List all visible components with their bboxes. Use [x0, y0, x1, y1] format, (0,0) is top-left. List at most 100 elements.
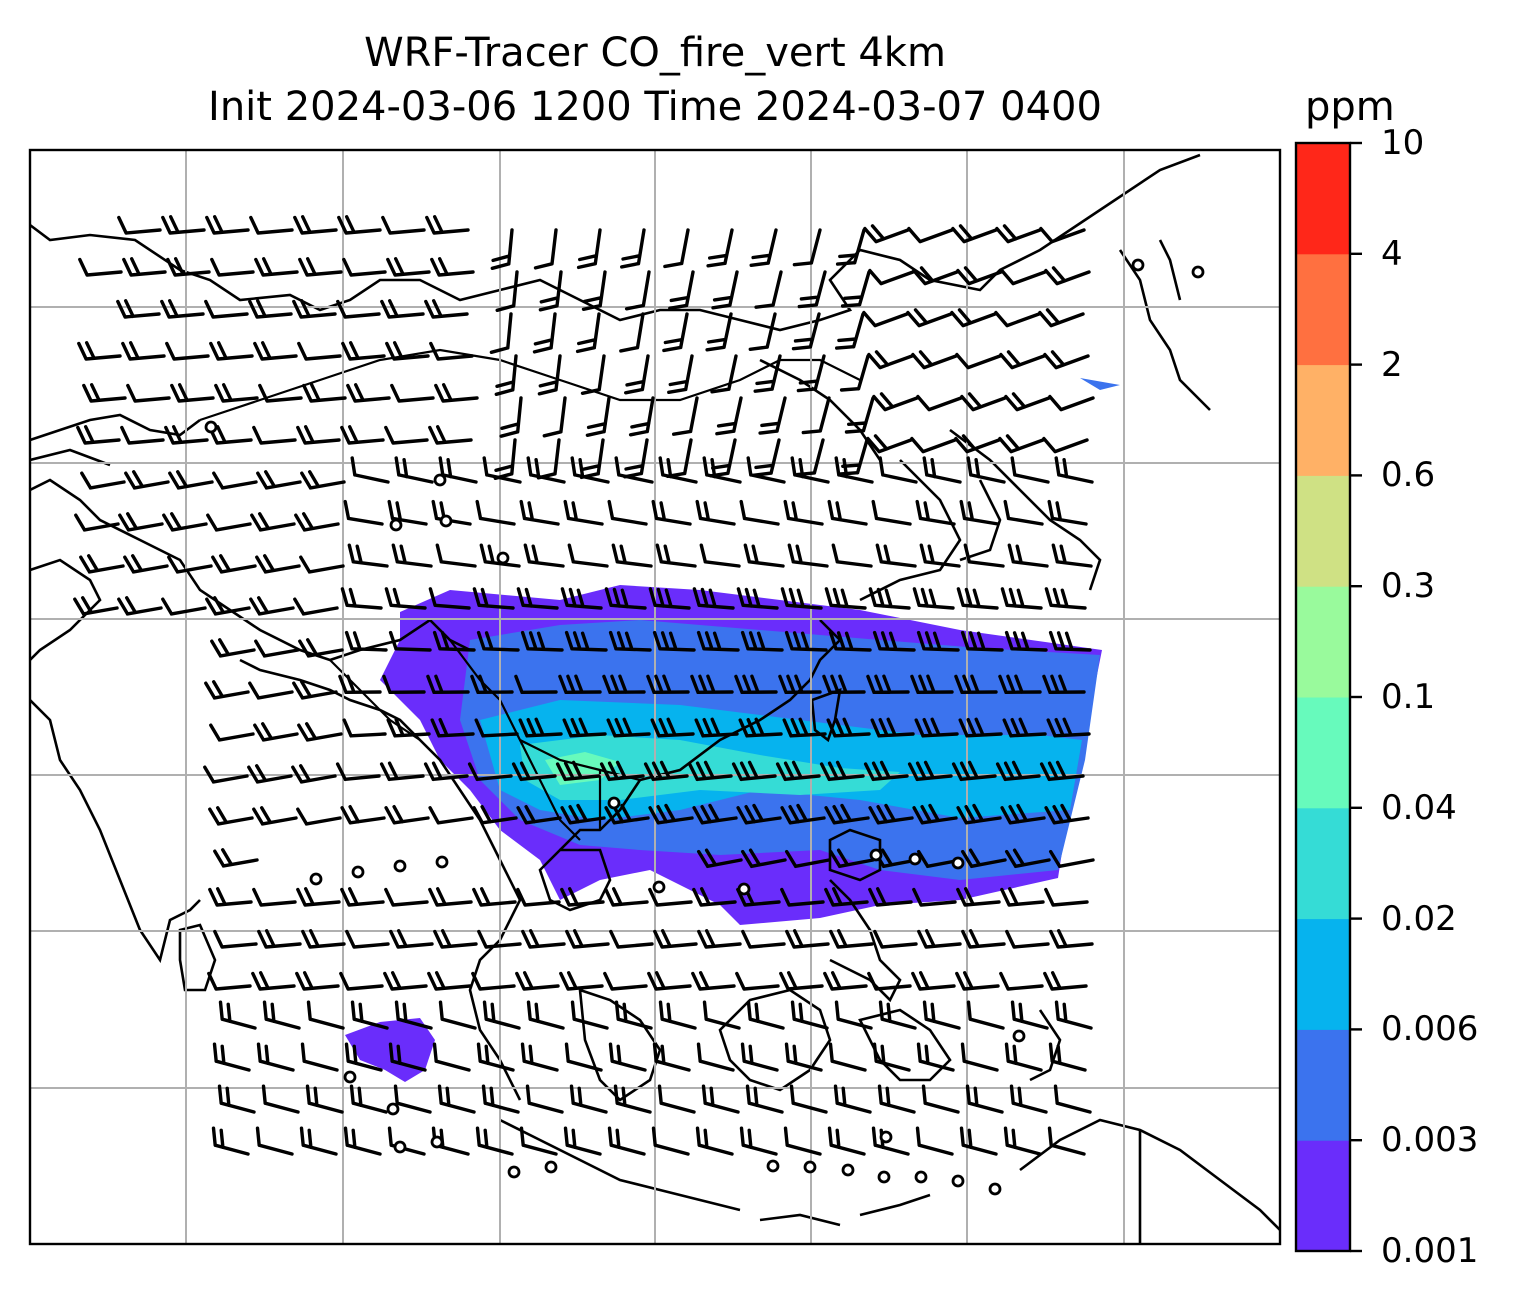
wind-barb-icon	[834, 1000, 873, 1030]
wind-barb-icon	[298, 638, 344, 658]
circle-icon	[803, 1160, 817, 1174]
wind-barb-icon	[335, 762, 381, 781]
wind-barb-icon	[1002, 717, 1047, 738]
wind-barb-icon	[873, 929, 918, 949]
wind-barb-icon	[790, 456, 830, 484]
wind-barb-icon	[218, 1000, 257, 1030]
wind-barb-icon	[607, 499, 648, 526]
wind-barb-icon	[696, 1042, 735, 1072]
wind-barb-icon	[907, 760, 953, 781]
wind-barb-icon	[1054, 456, 1094, 484]
wind-barb-icon	[390, 383, 435, 403]
wind-barb-icon	[248, 681, 294, 700]
wind-barb-icon	[796, 354, 826, 393]
wind-barb-icon	[252, 425, 297, 445]
wind-barb-icon	[516, 587, 559, 610]
wind-barb-icon	[558, 674, 602, 694]
wind-barb-icon	[833, 1084, 872, 1114]
wind-barb-icon	[394, 456, 434, 484]
circle-icon	[652, 880, 666, 894]
wind-barb-icon	[823, 971, 868, 991]
wind-barb-icon	[78, 257, 123, 277]
wind-barb-icon	[792, 228, 822, 267]
wind-barb-icon	[432, 630, 476, 652]
wind-barb-icon	[672, 396, 699, 436]
wind-barb-icon	[697, 848, 743, 868]
wind-barb-icon	[261, 1084, 300, 1114]
wind-barb-icon	[705, 312, 733, 352]
wind-barb-icon	[872, 630, 916, 652]
wind-barb-icon	[914, 717, 959, 738]
wind-barb-icon	[256, 1042, 295, 1072]
wind-barb-icon	[667, 354, 694, 394]
wind-barb-icon	[299, 555, 345, 574]
wind-barb-icon	[162, 512, 208, 532]
wind-barb-icon	[251, 971, 296, 991]
wind-barb-icon	[293, 597, 339, 616]
wind-barb-icon	[203, 765, 249, 784]
wind-barb-icon	[385, 341, 430, 361]
wind-barb-icon	[878, 456, 918, 484]
wind-barb-icon	[916, 394, 963, 412]
wind-barb-icon	[555, 760, 601, 781]
wind-barb-icon	[690, 674, 734, 694]
wind-barb-icon	[437, 1084, 476, 1114]
wind-barb-icon	[338, 674, 382, 694]
wind-barb-icon	[620, 228, 646, 269]
wind-barb-icon	[427, 971, 472, 991]
wind-barb-icon	[783, 499, 824, 526]
wind-barb-icon	[919, 543, 961, 568]
wind-barb-icon	[652, 630, 696, 652]
wind-barb-icon	[256, 470, 302, 490]
wind-barb-icon	[651, 1126, 690, 1156]
wind-barb-icon	[435, 543, 477, 568]
wind-barb-icon	[701, 1084, 740, 1114]
wind-barb-icon	[438, 456, 478, 484]
wind-barb-icon	[253, 341, 298, 361]
wind-barb-icon	[560, 587, 603, 610]
wind-barb-icon	[467, 762, 513, 781]
wind-barb-icon	[745, 1084, 784, 1114]
wind-barb-icon	[662, 312, 689, 353]
wind-barb-icon	[384, 887, 429, 907]
wind-barb-icon	[779, 971, 824, 991]
wind-barb-icon	[569, 1084, 608, 1114]
wind-barb-icon	[423, 761, 469, 781]
wind-barb-icon	[388, 630, 432, 652]
wind-barb-icon	[1000, 887, 1045, 907]
circle-icon	[435, 855, 449, 869]
wind-barb-icon	[624, 354, 650, 395]
wind-barb-icon	[82, 383, 127, 403]
wind-barb-icon	[563, 1126, 602, 1156]
wind-barb-icon	[526, 456, 566, 484]
wind-barb-icon	[1051, 543, 1093, 568]
wind-barb-icon	[345, 929, 390, 949]
wind-barb-icon	[648, 887, 693, 907]
wind-barb-icon	[966, 456, 1006, 484]
wind-barb-icon	[840, 270, 871, 308]
wind-barb-icon	[164, 425, 209, 445]
wind-barb-icon	[580, 354, 606, 395]
wind-barb-icon	[342, 257, 387, 277]
wind-barb-icon	[562, 717, 607, 738]
wind-barb-icon	[474, 718, 519, 738]
wind-barb-icon	[608, 1042, 647, 1072]
wind-barb-icon	[655, 543, 697, 568]
wind-barb-icon	[438, 1000, 477, 1030]
wind-barb-icon	[559, 971, 604, 991]
wind-barb-icon	[386, 257, 431, 277]
wind-barb-icon	[254, 257, 299, 277]
wind-barb-icon	[542, 396, 567, 438]
circle-icon	[766, 1159, 780, 1173]
wind-barb-icon	[658, 1000, 697, 1030]
wind-barb-icon	[961, 848, 1007, 868]
wind-barb-icon	[782, 717, 827, 738]
wind-barb-icon	[999, 971, 1044, 991]
wind-barb-icon	[604, 803, 650, 825]
wind-barb-icon	[526, 1000, 565, 1030]
wind-barb-icon	[739, 499, 780, 526]
circle-icon	[393, 1140, 407, 1154]
wind-barb-icon	[1009, 1084, 1048, 1114]
wind-barb-icon	[611, 543, 653, 568]
